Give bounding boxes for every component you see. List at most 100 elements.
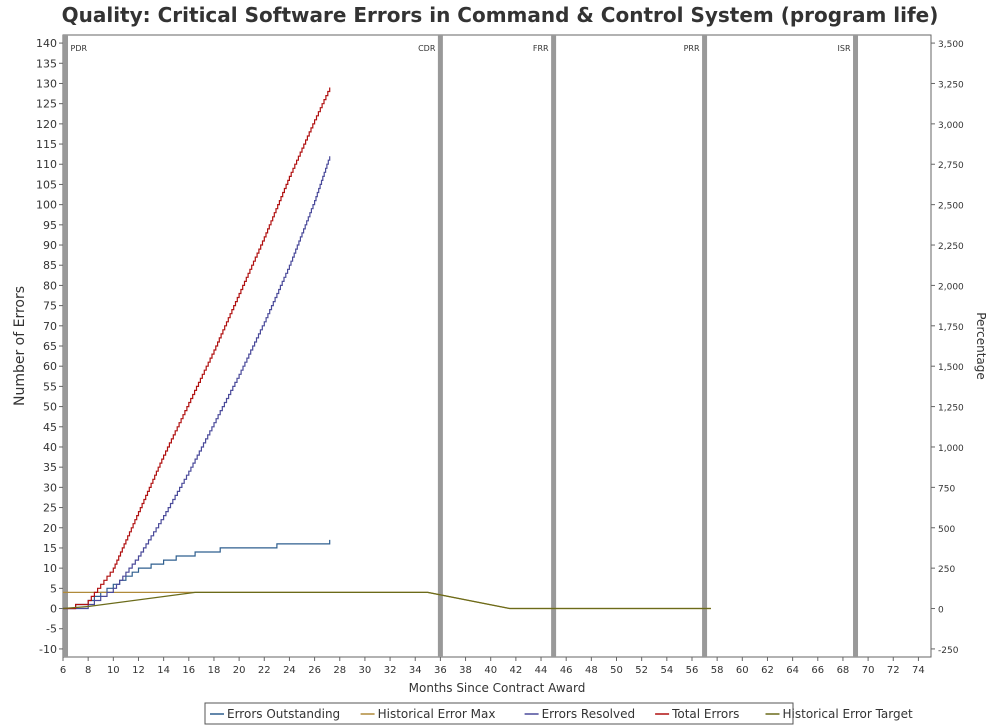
x-tick-label: 28 — [333, 665, 346, 676]
chart-title: Quality: Critical Software Errors in Com… — [62, 3, 939, 27]
x-tick-label: 34 — [409, 665, 422, 676]
x-tick-label: 40 — [484, 665, 497, 676]
y2-tick-label: 3,250 — [938, 80, 964, 90]
milestone-bar-frr — [551, 35, 557, 657]
y-tick-label: 35 — [43, 461, 57, 474]
y-tick-label: 110 — [36, 158, 57, 171]
y-tick-label: 10 — [43, 562, 57, 575]
legend-label-errors-outstanding: Errors Outstanding — [227, 707, 340, 721]
x-tick-label: 66 — [811, 665, 824, 676]
y2-tick-label: 3,000 — [938, 121, 964, 131]
y-axis-label: Number of Errors — [12, 286, 28, 406]
y2-tick-label: 3,500 — [938, 40, 964, 50]
series-line-errors-resolved — [63, 156, 331, 610]
milestone-bar-pdr — [63, 35, 69, 657]
milestone-bar-cdr — [437, 35, 443, 657]
milestone-label-prr: PRR — [684, 44, 700, 53]
y-tick-label: 70 — [43, 320, 57, 333]
y-tick-label: 50 — [43, 401, 57, 414]
x-tick-label: 46 — [560, 665, 573, 676]
y-tick-label: -10 — [39, 643, 57, 656]
x-tick-label: 74 — [912, 665, 925, 676]
y2-tick-label: 2,750 — [938, 161, 964, 171]
milestone-label-pdr: PDR — [71, 44, 88, 53]
legend-label-total-errors: Total Errors — [671, 707, 739, 721]
y-tick-label: 45 — [43, 421, 57, 434]
y-tick-label: 75 — [43, 300, 57, 313]
legend-box — [204, 702, 794, 725]
x-tick-label: 30 — [359, 665, 372, 676]
x-tick-label: 44 — [535, 665, 548, 676]
y-tick-label: 125 — [36, 98, 57, 111]
milestone-label-isr: ISR — [838, 44, 851, 53]
x-tick-label: 48 — [585, 665, 598, 676]
y-axis-left: -10 -5 0 5 10 15 20 25 30 35 40 45 50 55 60 65 70 75 80 85 9… — [36, 37, 63, 656]
x-tick-label: 20 — [233, 665, 246, 676]
x-tick-label: 54 — [660, 665, 673, 676]
y-tick-label: 120 — [36, 118, 57, 131]
x-tick-label: 10 — [107, 665, 120, 676]
y-tick-label: 60 — [43, 360, 57, 373]
y-tick-label: 95 — [43, 219, 57, 232]
y2-tick-label: 2,500 — [938, 202, 964, 212]
x-tick-label: 60 — [736, 665, 749, 676]
x-tick-label: 70 — [862, 665, 875, 676]
y2-tick-label: 1,750 — [938, 323, 964, 333]
x-tick-label: 68 — [837, 665, 850, 676]
x-tick-label: 38 — [459, 665, 472, 676]
x-axis: 6 8 10 12 14 16 18 20 22 24 26 28 30 32 34 36 38 40 42 44 46… — [60, 657, 925, 676]
x-tick-label: 52 — [635, 665, 648, 676]
y-tick-label: 105 — [36, 178, 57, 191]
series-layer — [62, 87, 711, 610]
y-tick-label: 40 — [43, 441, 57, 454]
y-tick-label: 115 — [36, 138, 57, 151]
y-tick-label: -5 — [46, 623, 57, 636]
x-tick-label: 26 — [308, 665, 321, 676]
y2-tick-label: 1,250 — [938, 404, 964, 414]
y-tick-label: 65 — [43, 340, 57, 353]
y-tick-label: 140 — [36, 37, 57, 50]
legend-label-historical-error-max: Historical Error Max — [378, 707, 496, 721]
x-tick-label: 50 — [610, 665, 623, 676]
plot-area — [62, 34, 932, 658]
x-tick-label: 8 — [85, 665, 91, 676]
y2-tick-label: -250 — [938, 646, 959, 656]
y-tick-label: 55 — [43, 380, 57, 393]
y2-tick-label: 0 — [938, 606, 944, 616]
x-tick-label: 12 — [132, 665, 145, 676]
y2-tick-label: 500 — [938, 525, 955, 535]
y2-tick-label: 1,000 — [938, 444, 964, 454]
x-tick-label: 58 — [711, 665, 724, 676]
x-tick-label: 32 — [384, 665, 397, 676]
x-tick-label: 36 — [434, 665, 447, 676]
y2-tick-label: 1,500 — [938, 363, 964, 373]
x-tick-label: 14 — [157, 665, 170, 676]
y-tick-label: 0 — [50, 603, 57, 616]
x-tick-label: 24 — [283, 665, 296, 676]
milestone-label-frr: FRR — [533, 44, 549, 53]
y-tick-label: 90 — [43, 239, 57, 252]
x-tick-label: 56 — [686, 665, 699, 676]
x-axis-label: Months Since Contract Award — [409, 681, 586, 695]
y-tick-label: 5 — [50, 582, 57, 595]
y2-axis-label: Percentage — [974, 312, 988, 380]
y-tick-label: 30 — [43, 481, 57, 494]
x-tick-label: 16 — [182, 665, 195, 676]
x-tick-label: 64 — [786, 665, 799, 676]
x-tick-label: 72 — [887, 665, 900, 676]
y-tick-label: 15 — [43, 542, 57, 555]
milestone-label-cdr: CDR — [418, 44, 436, 53]
y2-tick-label: 250 — [938, 565, 955, 575]
milestone-bar-prr — [702, 35, 708, 657]
milestone-markers: PDR CDR FRR PRR ISR — [63, 35, 859, 657]
x-tick-label: 6 — [60, 665, 66, 676]
y-tick-label: 135 — [36, 57, 57, 70]
y-tick-label: 80 — [43, 279, 57, 292]
x-tick-label: 42 — [510, 665, 523, 676]
y-tick-label: 100 — [36, 199, 57, 212]
series-line-errors-outstanding — [63, 539, 331, 610]
y-axis-right: -250 0 250 500 750 1,000 1,250 1,500 1,750 2,000 2… — [931, 40, 964, 656]
y2-tick-label: 2,000 — [938, 282, 964, 292]
legend-label-historical-error-target: Historical Error Target — [783, 707, 914, 721]
